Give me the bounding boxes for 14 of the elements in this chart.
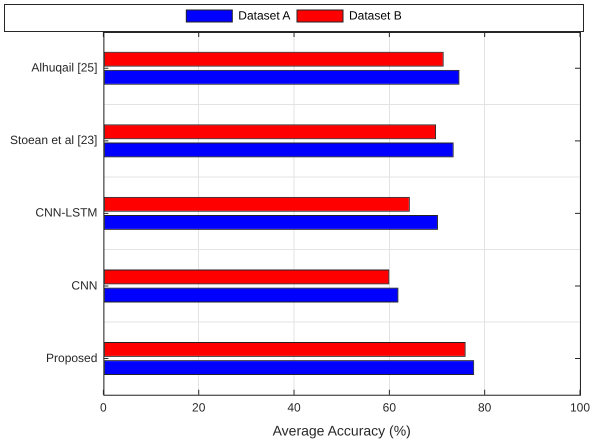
y-tick-label: Stoean et al [23] bbox=[10, 133, 98, 148]
x-tick-label: 100 bbox=[570, 400, 590, 414]
y-tick-label: Alhuqail [25] bbox=[31, 60, 98, 75]
legend-label: Dataset B bbox=[349, 8, 402, 22]
y-tick-label: CNN-LSTM bbox=[35, 206, 98, 220]
y-tick-label: CNN bbox=[71, 278, 98, 292]
x-tick-label: 60 bbox=[382, 400, 396, 414]
x-axis-title: Average Accuracy (%) bbox=[272, 422, 411, 438]
x-tick-label: 80 bbox=[478, 400, 492, 414]
x-tick-label: 40 bbox=[287, 400, 302, 414]
legend-label: Dataset A bbox=[238, 8, 290, 22]
x-tick-label: 20 bbox=[192, 400, 206, 414]
y-tick-label: Proposed bbox=[46, 350, 98, 365]
x-tick-label: 0 bbox=[100, 400, 108, 414]
